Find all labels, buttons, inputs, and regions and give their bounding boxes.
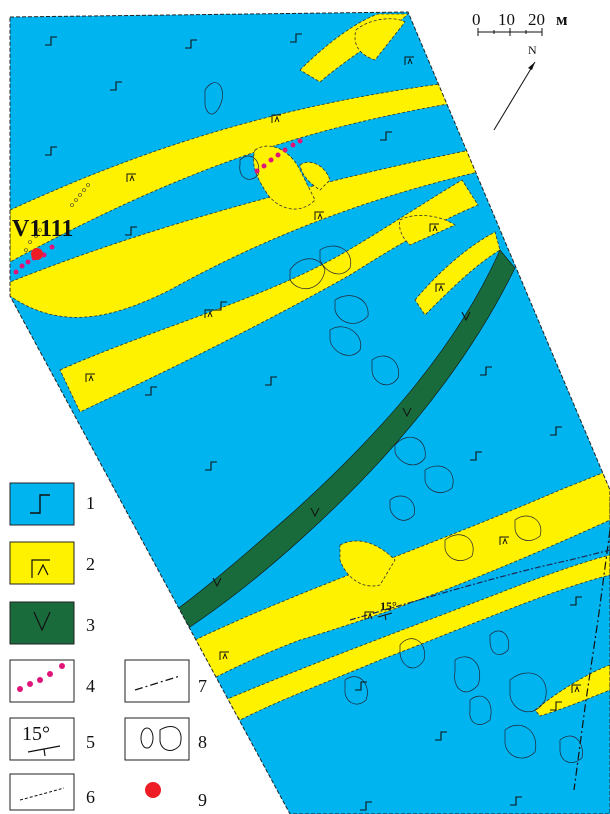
legend-swatch-8 <box>124 717 190 761</box>
legend-number-7: 7 <box>198 676 207 696</box>
fault-line <box>573 529 610 791</box>
dip-marker: 15° <box>377 599 397 621</box>
scale-tick-0: 0 <box>472 10 481 29</box>
map-border <box>9 11 610 814</box>
scale-bar: 0 10 20 м <box>472 10 568 36</box>
north-arrow: N <box>493 43 537 131</box>
legend-number-1: 1 <box>86 493 95 513</box>
legend-number-6: 6 <box>86 787 95 807</box>
legend-red-point <box>145 782 161 798</box>
contact-line <box>349 549 610 621</box>
outline-dots <box>24 183 90 252</box>
legend-number-2: 2 <box>86 554 95 574</box>
site-label: V1111 <box>12 216 73 242</box>
dyke-signs <box>212 311 471 588</box>
dip-label: 15° <box>380 599 397 613</box>
sample-point <box>31 248 43 260</box>
legend-number-9: 9 <box>198 790 207 810</box>
basalt-signs <box>45 33 582 811</box>
legend-number-4: 4 <box>86 676 95 696</box>
north-label: N <box>528 43 537 57</box>
magenta-dots <box>13 138 303 275</box>
legend-number-5: 5 <box>86 732 95 752</box>
legend-number-8: 8 <box>198 732 207 752</box>
legend-swatch-6 <box>9 773 75 811</box>
scale-tick-20: 20 <box>528 10 545 29</box>
legend-swatch-3 <box>9 601 75 645</box>
legend-swatch-7 <box>124 659 190 703</box>
outline-shapes <box>204 82 583 763</box>
gabbro-signs <box>85 56 581 693</box>
legend-swatch-2 <box>9 541 75 585</box>
legend-swatch-1 <box>9 482 75 526</box>
legend-dip-text: 15° <box>22 723 50 745</box>
unit-2-bands <box>10 13 610 721</box>
scale-unit: м <box>556 10 568 29</box>
legend-number-3: 3 <box>86 615 95 635</box>
legend-swatch-5 <box>9 717 75 761</box>
scale-tick-10: 10 <box>498 10 515 29</box>
legend: 1 2 3 4 15° 5 6 7 8 9 <box>9 482 207 811</box>
